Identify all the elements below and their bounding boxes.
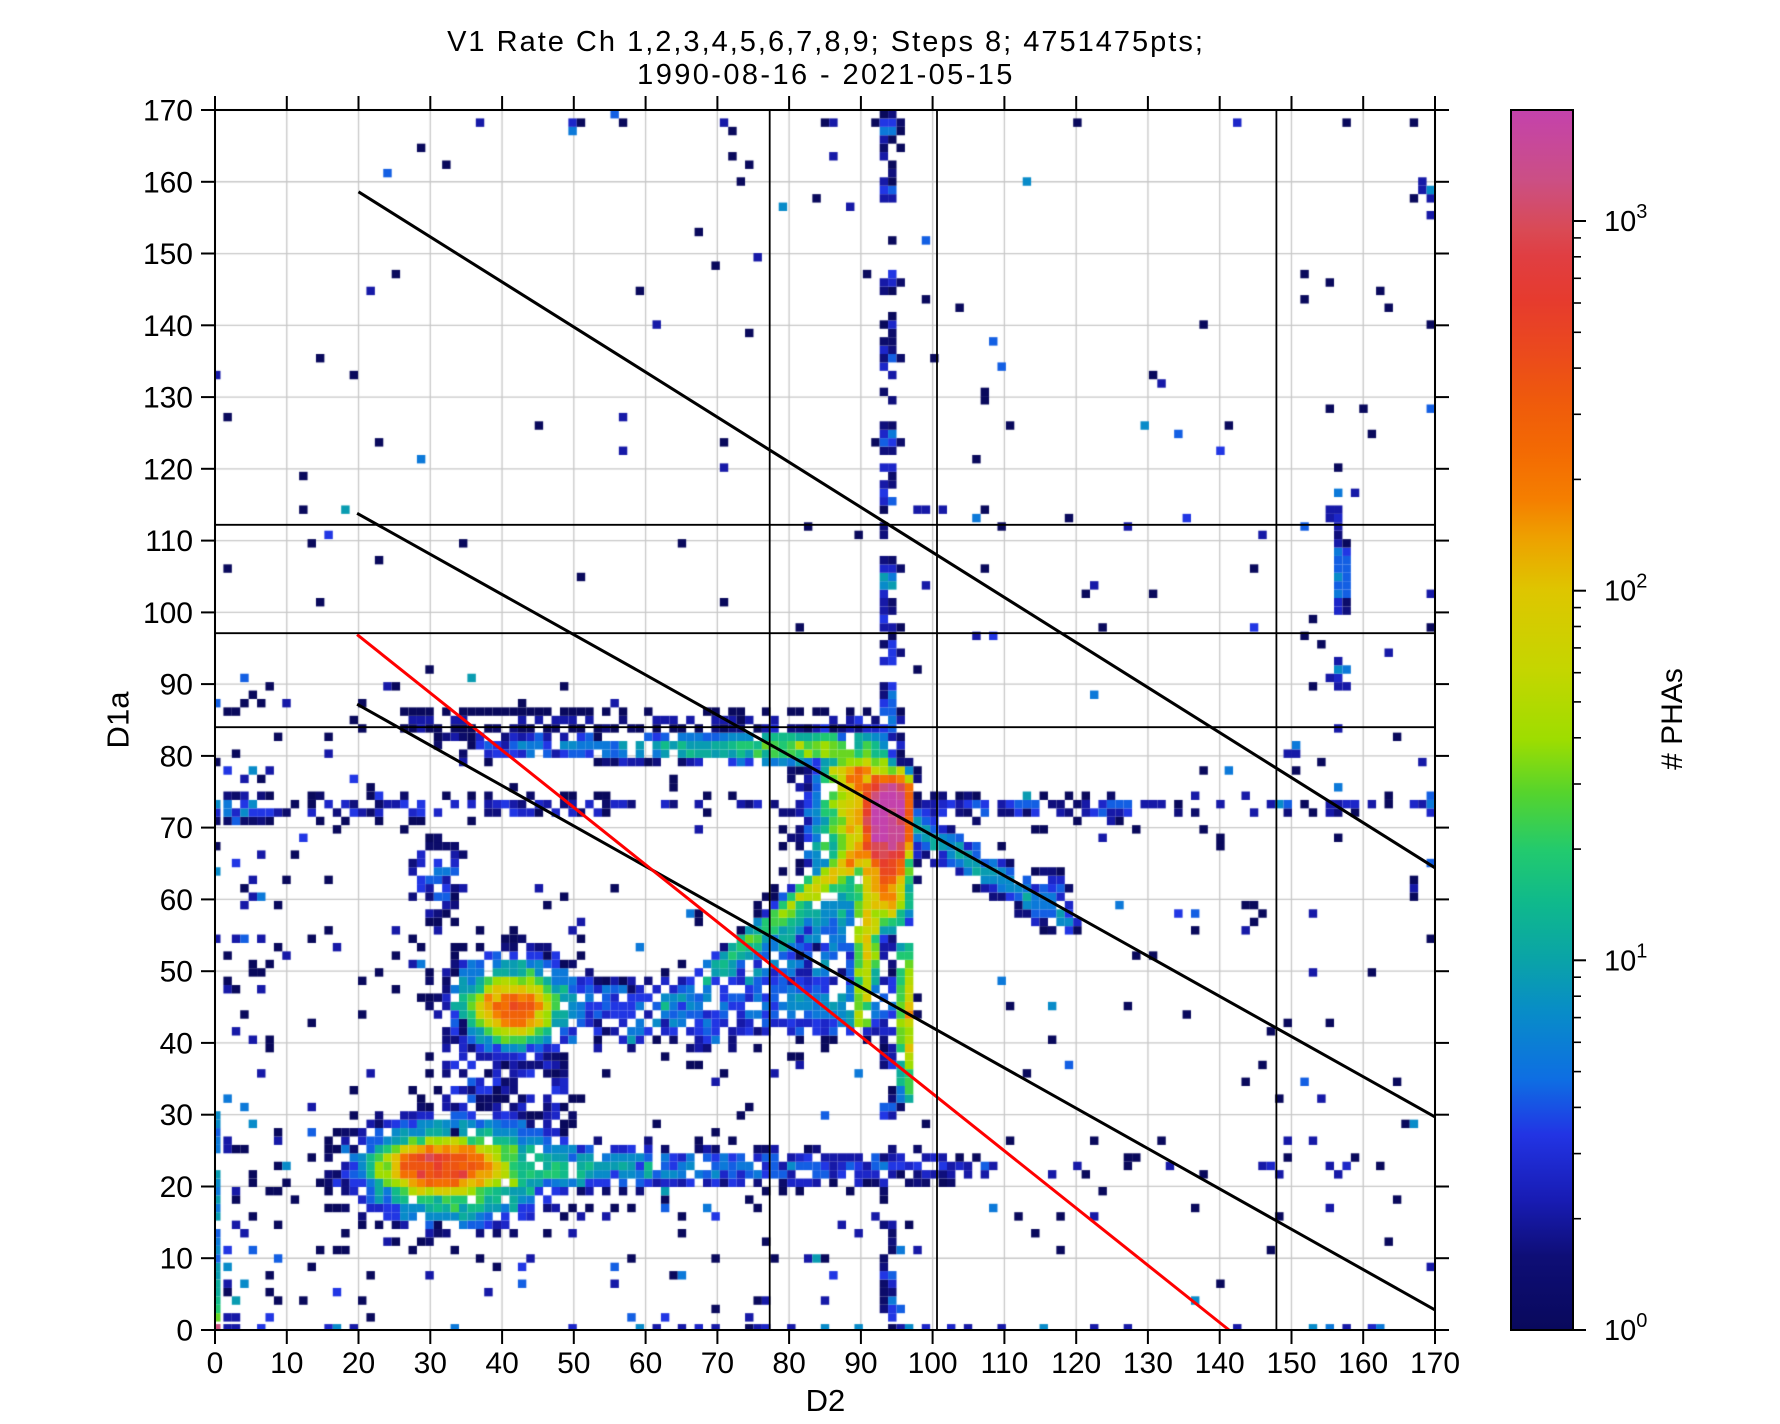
svg-text:40: 40 (485, 1347, 518, 1380)
svg-text:110: 110 (145, 525, 193, 558)
svg-text:150: 150 (143, 238, 193, 271)
svg-text:100: 100 (1604, 1310, 1647, 1347)
svg-text:160: 160 (1338, 1347, 1388, 1380)
svg-text:120: 120 (143, 453, 193, 486)
svg-text:60: 60 (160, 884, 193, 917)
svg-text:110: 110 (980, 1347, 1028, 1380)
svg-text:80: 80 (160, 740, 193, 773)
svg-text:70: 70 (701, 1347, 734, 1380)
svg-text:130: 130 (1123, 1347, 1173, 1380)
svg-text:102: 102 (1604, 571, 1647, 608)
svg-text:90: 90 (160, 669, 193, 702)
svg-text:D1a: D1a (101, 691, 136, 749)
svg-text:20: 20 (160, 1171, 193, 1204)
svg-text:140: 140 (1195, 1347, 1245, 1380)
svg-text:10: 10 (270, 1347, 303, 1380)
svg-text:60: 60 (629, 1347, 662, 1380)
svg-text:30: 30 (160, 1099, 193, 1132)
svg-text:100: 100 (908, 1347, 958, 1380)
svg-text:1990-08-16 - 2021-05-15: 1990-08-16 - 2021-05-15 (637, 59, 1015, 91)
svg-text:150: 150 (1266, 1347, 1316, 1380)
svg-text:170: 170 (1410, 1347, 1460, 1380)
svg-text:130: 130 (143, 382, 193, 415)
svg-text:V1 Rate Ch 1,2,3,4,5,6,7,8,9;: V1 Rate Ch 1,2,3,4,5,6,7,8,9; Steps 8; 4… (447, 26, 1205, 58)
svg-text:140: 140 (143, 310, 193, 343)
svg-text:100: 100 (143, 597, 193, 630)
svg-text:D2: D2 (806, 1383, 846, 1418)
svg-text:90: 90 (844, 1347, 877, 1380)
svg-text:70: 70 (160, 812, 193, 845)
svg-text:40: 40 (160, 1027, 193, 1060)
svg-text:50: 50 (160, 956, 193, 989)
svg-text:# PHAs: # PHAs (1656, 668, 1689, 770)
svg-text:103: 103 (1604, 201, 1647, 238)
svg-text:170: 170 (143, 95, 193, 128)
svg-text:160: 160 (143, 166, 193, 199)
svg-text:30: 30 (414, 1347, 447, 1380)
svg-text:80: 80 (772, 1347, 805, 1380)
svg-text:20: 20 (342, 1347, 375, 1380)
svg-text:101: 101 (1604, 940, 1647, 977)
svg-text:50: 50 (557, 1347, 590, 1380)
svg-text:0: 0 (207, 1347, 224, 1380)
svg-text:0: 0 (176, 1315, 193, 1348)
svg-text:10: 10 (160, 1243, 193, 1276)
svg-text:120: 120 (1051, 1347, 1101, 1380)
